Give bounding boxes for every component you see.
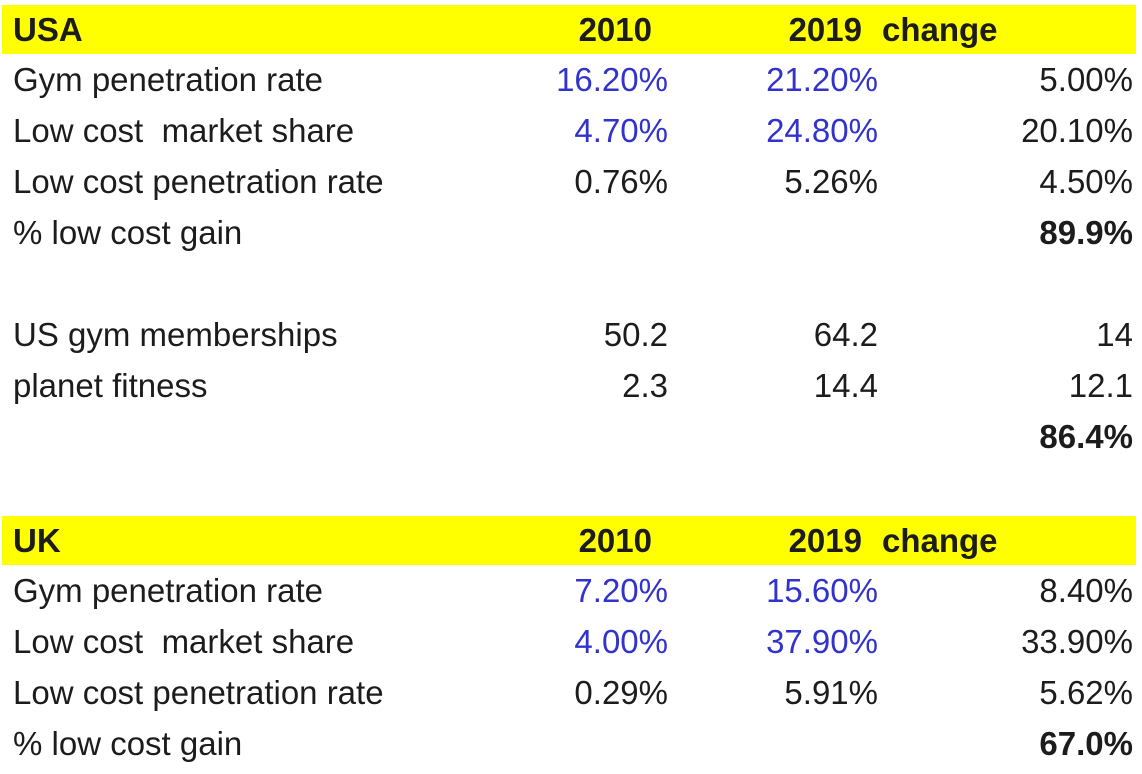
- value-2019: 24.80%: [766, 111, 878, 149]
- section-title-usa: USA: [13, 10, 83, 48]
- value-change-total: 67.0%: [1039, 724, 1133, 762]
- metric-label: Low cost market share: [13, 622, 355, 660]
- section-header-uk: UK 2010 2019 change: [2, 516, 1136, 565]
- value-change: 4.50%: [1039, 162, 1133, 200]
- section-title-uk: UK: [13, 521, 61, 559]
- table-row-low-cost-market-share: Low cost market share 4.00% 37.90% 33.90…: [2, 616, 1136, 667]
- table-row-low-cost-gain: % low cost gain 67.0%: [2, 718, 1136, 769]
- section-header-usa: USA 2010 2019 change: [2, 5, 1136, 54]
- metric-label: US gym memberships: [13, 315, 338, 353]
- metric-label: % low cost gain: [13, 213, 243, 251]
- value-2019: 14.4: [813, 366, 878, 404]
- value-2010: 16.20%: [556, 60, 668, 98]
- value-change: 14: [1096, 315, 1133, 353]
- value-2019: 64.2: [813, 315, 878, 353]
- metric-label: Low cost market share: [13, 111, 355, 149]
- value-2010: 4.70%: [574, 111, 668, 149]
- value-change: 5.00%: [1039, 60, 1133, 98]
- table-row-us-gym-memberships: US gym memberships 50.2 64.2 14: [2, 309, 1136, 360]
- value-2019: 37.90%: [766, 622, 878, 660]
- value-change: 12.1: [1068, 366, 1133, 404]
- value-change: 20.10%: [1021, 111, 1133, 149]
- value-2010: 4.00%: [574, 622, 668, 660]
- value-2010: 50.2: [603, 315, 668, 353]
- metric-label: Low cost penetration rate: [13, 673, 384, 711]
- value-change: 33.90%: [1021, 622, 1133, 660]
- section-gap: [2, 462, 1136, 516]
- value-change-total: 89.9%: [1039, 213, 1133, 251]
- table-row-low-cost-penetration: Low cost penetration rate 0.29% 5.91% 5.…: [2, 667, 1136, 718]
- value-2019: 21.20%: [766, 60, 878, 98]
- table-row-blank: [2, 258, 1136, 309]
- table-row-planet-fitness: planet fitness 2.3 14.4 12.1: [2, 360, 1136, 411]
- value-2010: 2.3: [622, 366, 668, 404]
- col-header-change: change: [882, 10, 998, 48]
- value-change: 8.40%: [1039, 571, 1133, 609]
- col-header-2019: 2019: [788, 10, 862, 48]
- value-change-total: 86.4%: [1039, 417, 1133, 455]
- table-row-low-cost-penetration: Low cost penetration rate 0.76% 5.26% 4.…: [2, 156, 1136, 207]
- metric-label: planet fitness: [13, 366, 208, 404]
- metric-label: Low cost penetration rate: [13, 162, 384, 200]
- value-2019: 15.60%: [766, 571, 878, 609]
- table-row-low-cost-market-share: Low cost market share 4.70% 24.80% 20.10…: [2, 105, 1136, 156]
- value-2019: 5.26%: [784, 162, 878, 200]
- col-header-change: change: [882, 521, 998, 559]
- spreadsheet: USA 2010 2019 change Gym penetration rat…: [2, 5, 1136, 769]
- table-row-memberships-gain: 86.4%: [2, 411, 1136, 462]
- value-2010: 7.20%: [574, 571, 668, 609]
- metric-label: Gym penetration rate: [13, 60, 323, 98]
- col-header-2010: 2010: [578, 521, 652, 559]
- value-2010: 0.76%: [574, 162, 668, 200]
- col-header-2019: 2019: [788, 521, 862, 559]
- value-change: 5.62%: [1039, 673, 1133, 711]
- metric-label: Gym penetration rate: [13, 571, 323, 609]
- table-row-gym-penetration: Gym penetration rate 16.20% 21.20% 5.00%: [2, 54, 1136, 105]
- metric-label: % low cost gain: [13, 724, 243, 762]
- value-2019: 5.91%: [784, 673, 878, 711]
- table-row-low-cost-gain: % low cost gain 89.9%: [2, 207, 1136, 258]
- table-row-gym-penetration: Gym penetration rate 7.20% 15.60% 8.40%: [2, 565, 1136, 616]
- col-header-2010: 2010: [578, 10, 652, 48]
- value-2010: 0.29%: [574, 673, 668, 711]
